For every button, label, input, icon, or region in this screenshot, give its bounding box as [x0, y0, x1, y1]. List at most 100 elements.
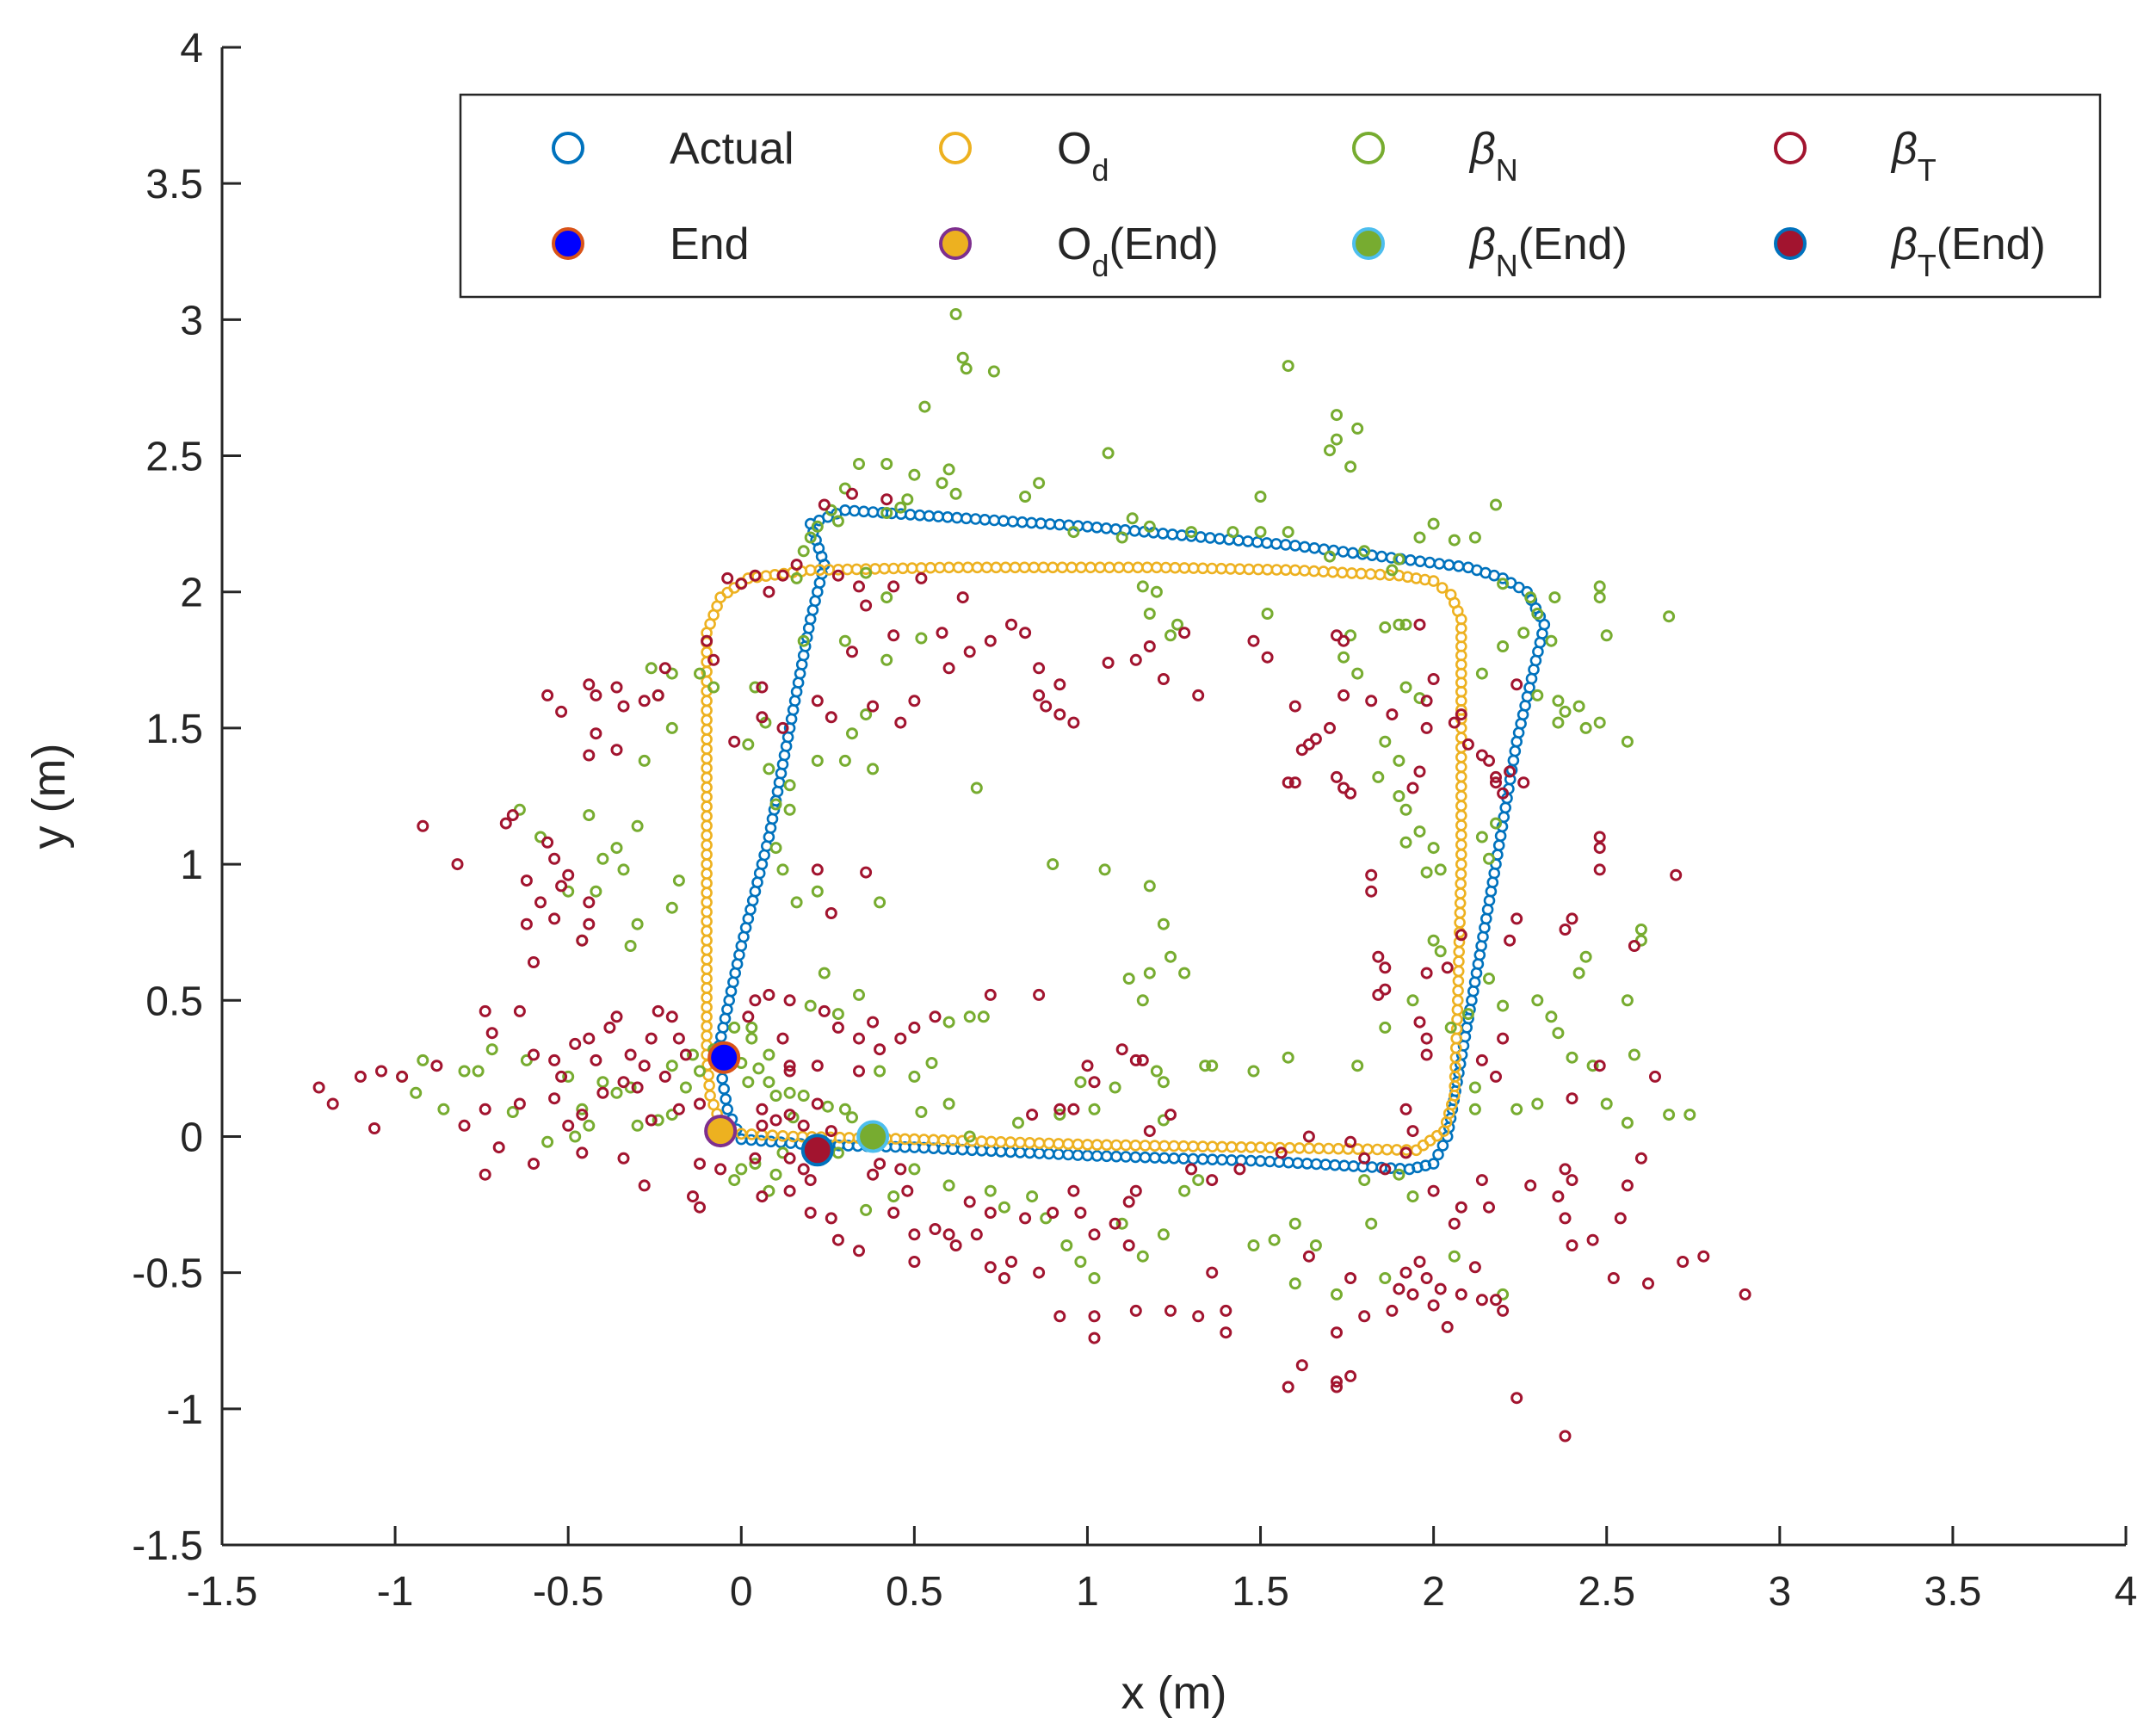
scatter-point	[1372, 988, 1385, 1001]
legend-marker-od	[939, 132, 972, 164]
scatter-point	[887, 629, 900, 642]
scatter-point	[1033, 477, 1046, 490]
scatter-point	[1351, 667, 1364, 680]
scatter-point	[1261, 608, 1274, 620]
scatter-point	[804, 1207, 817, 1219]
scatter-point	[1136, 1053, 1149, 1066]
scatter-point	[638, 1179, 651, 1192]
scatter-point	[1420, 1048, 1433, 1061]
scatter-point	[1053, 1103, 1066, 1115]
scatter-point	[1497, 578, 1510, 590]
scatter-point	[742, 738, 755, 751]
scatter-point	[396, 1070, 409, 1083]
scatter-point	[745, 1021, 758, 1034]
scatter-point	[1337, 651, 1350, 664]
scatter-point	[763, 585, 775, 598]
scatter-point	[846, 487, 858, 500]
scatter-point	[1628, 1048, 1640, 1061]
scatter-point	[1490, 776, 1502, 789]
scatter-point	[1524, 1179, 1537, 1192]
scatter-point	[721, 572, 734, 584]
scatter-point	[645, 1032, 658, 1045]
scatter-point	[1331, 433, 1343, 446]
scatter-point	[1386, 708, 1399, 721]
y-tick-label: 4	[180, 26, 203, 71]
scatter-point	[1586, 1233, 1599, 1246]
scatter-point	[1386, 564, 1399, 577]
scatter-point	[769, 1114, 782, 1127]
scatter-point	[1122, 973, 1135, 985]
scatter-point	[908, 468, 921, 481]
scatter-point	[918, 400, 931, 413]
scatter-point	[1164, 1109, 1177, 1121]
scatter-point	[1192, 689, 1205, 701]
scatter-point	[1005, 618, 1017, 631]
legend-label-subscript: T	[1918, 152, 1937, 188]
scatter-point	[1206, 1060, 1219, 1072]
scatter-point	[1081, 1060, 1094, 1072]
scatter-point	[1047, 858, 1059, 871]
scatter-point	[1324, 444, 1336, 457]
end-marker-betaT_end	[800, 1134, 834, 1167]
scatter-point	[1475, 667, 1488, 680]
scatter-point	[915, 572, 928, 584]
scatter-point	[776, 721, 789, 734]
scatter-point	[936, 627, 948, 639]
scatter-point	[1309, 732, 1322, 745]
scatter-point	[1393, 790, 1405, 802]
scatter-point	[1427, 1299, 1440, 1312]
scatter-point	[1143, 1125, 1156, 1138]
scatter-point	[1344, 1135, 1357, 1148]
x-tick-label: 1	[1076, 1569, 1099, 1615]
x-tick-label: 1.5	[1232, 1569, 1289, 1615]
scatter-point	[735, 1163, 748, 1176]
scatter-point	[1504, 934, 1517, 947]
scatter-point	[728, 1021, 741, 1034]
scatter-point	[1634, 924, 1647, 936]
scatter-point	[894, 716, 907, 729]
scatter-point	[1455, 929, 1467, 942]
scatter-point	[1268, 1233, 1281, 1246]
scatter-point	[645, 662, 658, 675]
scatter-point	[867, 1016, 880, 1029]
scatter-point	[1178, 1184, 1191, 1197]
legend-label-od_end: Od(End)	[1057, 219, 1219, 283]
scatter-point	[1143, 640, 1156, 652]
scatter-point	[707, 681, 720, 694]
scatter-point	[1406, 782, 1419, 794]
scatter-point	[410, 1086, 423, 1099]
scatter-point	[1088, 1272, 1101, 1284]
scatter-point	[949, 487, 962, 500]
scatter-point	[652, 1114, 664, 1127]
legend-label-main: β	[1468, 124, 1496, 174]
scatter-point	[915, 1106, 928, 1118]
scatter-point	[1448, 1250, 1461, 1263]
scatter-point	[1053, 708, 1066, 721]
scatter-point	[942, 1228, 955, 1241]
scatter-point	[1399, 836, 1412, 849]
scatter-point	[1143, 967, 1156, 979]
scatter-point	[745, 1032, 758, 1045]
legend-label-subscript: N	[1496, 248, 1518, 283]
scatter-point	[1427, 517, 1440, 530]
scatter-point	[853, 458, 865, 470]
scatter-point	[867, 763, 880, 775]
scatter-point	[831, 569, 844, 582]
scatter-point	[936, 477, 948, 490]
scatter-point	[1455, 708, 1467, 721]
scatter-point	[701, 634, 714, 647]
scatter-point	[1559, 924, 1572, 936]
scatter-point	[1552, 1190, 1565, 1203]
legend-label-subscript: N	[1496, 152, 1518, 188]
scatter-point	[1324, 721, 1336, 734]
scatter-point	[901, 493, 914, 506]
y-tick-label: 0	[180, 1115, 203, 1160]
scatter-point	[1226, 526, 1239, 539]
scatter-point	[915, 632, 928, 645]
scatter-point	[417, 1053, 429, 1066]
scatter-point	[797, 545, 810, 558]
scatter-point	[797, 1119, 810, 1132]
scatter-point	[763, 763, 775, 775]
scatter-point	[901, 1184, 914, 1197]
scatter-point	[1344, 460, 1357, 473]
